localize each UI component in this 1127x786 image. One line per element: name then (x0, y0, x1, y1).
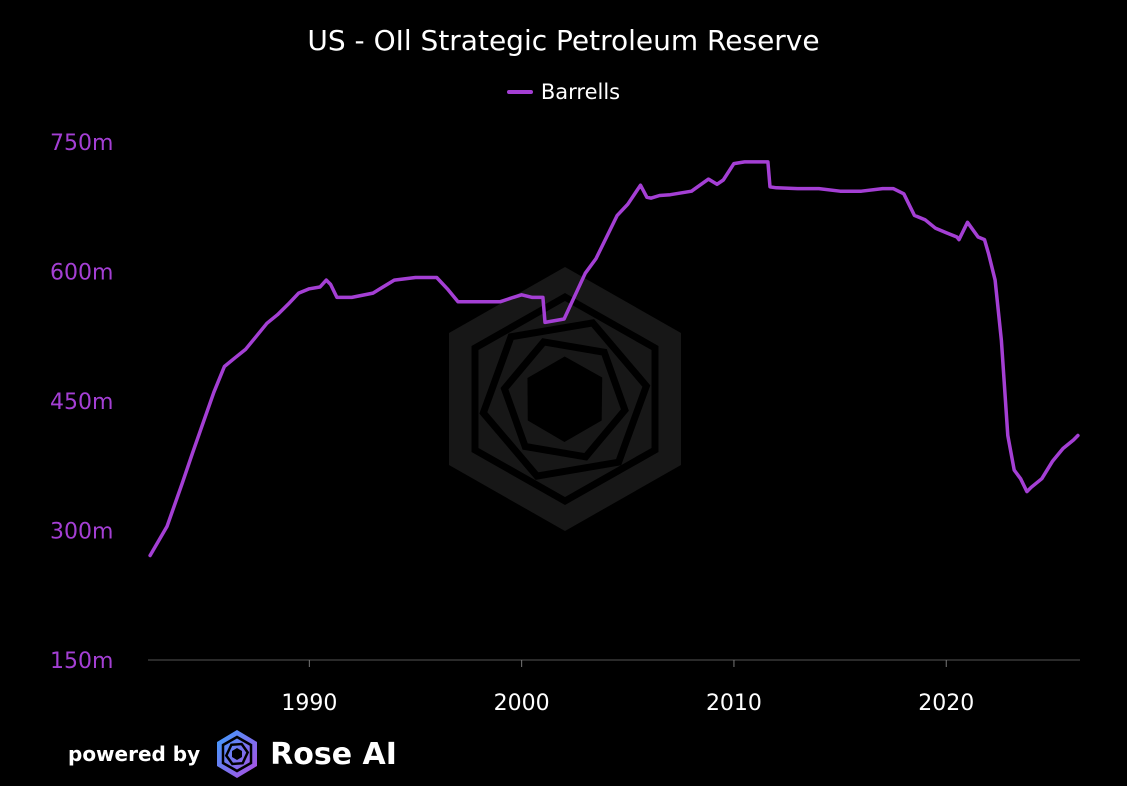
y-tick-label: 450m (50, 390, 113, 415)
legend-label: Barrells (540, 80, 621, 104)
series-layer (148, 160, 1080, 558)
x-axis: 1990 2000 2010 2020 (281, 660, 974, 716)
chart-title: US - OIl Strategic Petroleum Reserve (307, 24, 820, 57)
y-tick-label: 600m (50, 261, 113, 286)
legend-swatch (506, 90, 533, 94)
x-tick-label: 1990 (281, 691, 337, 716)
x-tick-label: 2020 (918, 691, 974, 716)
legend: Barrells (0, 80, 1127, 104)
y-tick-label: 300m (50, 520, 113, 545)
rose-ai-logo-icon (217, 730, 258, 778)
x-tick-label: 2000 (494, 691, 550, 716)
powered-by-text: powered by (68, 742, 201, 766)
series-line-barrells (148, 160, 1080, 558)
brand-name: Rose AI (270, 736, 397, 772)
y-tick-label: 150m (50, 649, 113, 674)
y-axis: 150m 300m 450m 600m 750m (50, 131, 113, 674)
footer: powered by Rose AI (68, 728, 397, 780)
rose-watermark-icon (449, 267, 681, 531)
y-tick-label: 750m (50, 131, 113, 156)
x-tick-label: 2010 (706, 691, 762, 716)
